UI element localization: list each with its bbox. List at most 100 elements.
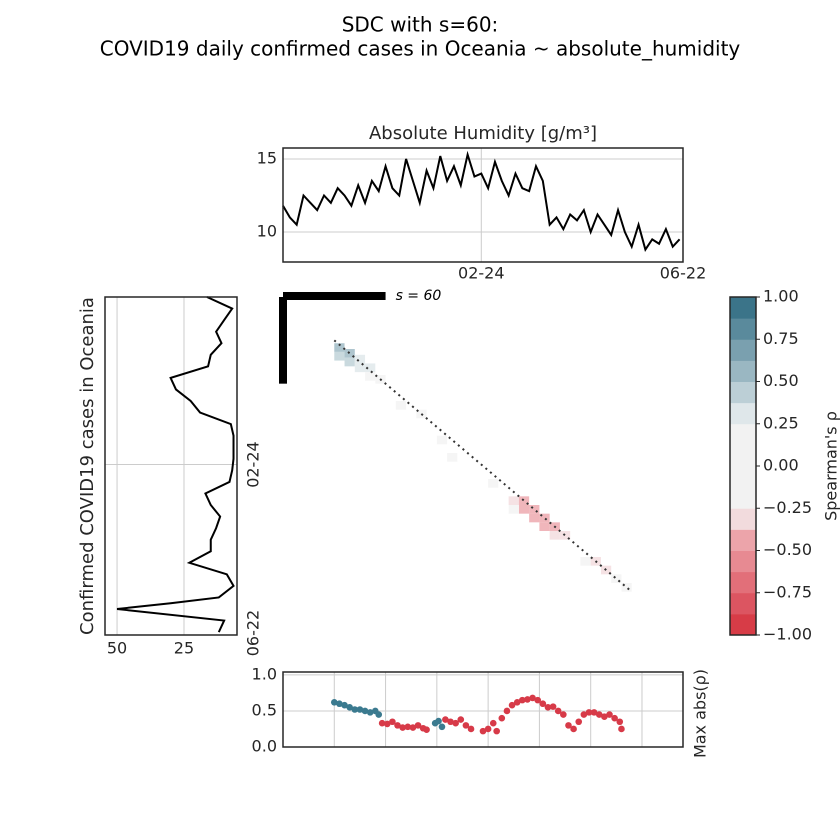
point bbox=[375, 711, 383, 718]
point bbox=[606, 711, 613, 718]
point bbox=[539, 700, 547, 708]
point bbox=[549, 703, 557, 710]
heatmap-cell bbox=[447, 453, 458, 462]
point bbox=[467, 725, 475, 733]
point bbox=[479, 727, 487, 735]
colorbar-bin bbox=[730, 360, 756, 382]
point bbox=[590, 709, 598, 716]
heatmap-cell bbox=[354, 363, 366, 373]
point bbox=[575, 718, 583, 726]
point bbox=[580, 711, 588, 718]
x-tick-label: 50 bbox=[107, 639, 127, 658]
point bbox=[394, 722, 401, 729]
point bbox=[585, 709, 593, 716]
point bbox=[356, 706, 364, 713]
window-label: s = 60 bbox=[396, 288, 442, 304]
point bbox=[330, 698, 338, 706]
heatmap-cell bbox=[344, 349, 355, 358]
point bbox=[534, 696, 542, 704]
point bbox=[435, 717, 442, 725]
heatmap-cell bbox=[621, 583, 632, 592]
heatmap-cell bbox=[529, 505, 540, 514]
colorbar-bin bbox=[730, 466, 756, 488]
axes-frame bbox=[282, 147, 684, 263]
heatmap-cell bbox=[344, 357, 355, 367]
point bbox=[351, 706, 359, 713]
colorbar-tick-label: −1.00 bbox=[763, 625, 812, 644]
colorbar-bin bbox=[730, 571, 756, 594]
point bbox=[544, 704, 552, 711]
point bbox=[616, 718, 624, 726]
heatmap-cell bbox=[334, 351, 345, 361]
x-tick-label: 25 bbox=[174, 639, 194, 658]
window-bar-v bbox=[279, 297, 287, 384]
point bbox=[611, 714, 618, 722]
colorbar-bin bbox=[730, 318, 756, 340]
x-tick-label: 06-22 bbox=[660, 264, 707, 283]
point bbox=[336, 700, 343, 708]
colorbar-tick-label: 0.50 bbox=[763, 371, 799, 390]
colorbar-bin bbox=[730, 339, 756, 361]
colorbar-bin bbox=[730, 423, 756, 446]
point bbox=[618, 725, 625, 733]
point bbox=[366, 709, 374, 716]
point bbox=[361, 707, 369, 715]
heatmap-cell bbox=[334, 343, 345, 352]
point bbox=[383, 720, 391, 728]
heatmap-cell bbox=[436, 435, 448, 445]
y-tick-label: 15 bbox=[257, 148, 277, 167]
colorbar-bin bbox=[730, 444, 756, 467]
title-line: SDC with s=60: bbox=[342, 13, 499, 37]
colorbar-tick-label: 0.75 bbox=[763, 329, 799, 348]
point bbox=[508, 701, 516, 709]
y-axis-label: Confirmed COVID19 cases in Oceania bbox=[77, 297, 98, 635]
colorbar-bin bbox=[730, 550, 756, 573]
panel-title: Absolute Humidity [g/m³] bbox=[369, 123, 597, 144]
point bbox=[529, 694, 536, 702]
y-tick-label: 0.0 bbox=[252, 737, 277, 756]
heatmap-cell bbox=[611, 574, 622, 583]
point bbox=[423, 726, 430, 733]
point bbox=[503, 707, 511, 715]
colorbar-tick-label: −0.50 bbox=[763, 540, 812, 559]
heatmap-cell bbox=[365, 363, 376, 373]
heatmap-cell bbox=[354, 354, 366, 364]
colorbar-tick-label: −0.75 bbox=[763, 582, 812, 601]
y-tick-label: 0.5 bbox=[252, 700, 277, 719]
colorbar-tick-label: 0.25 bbox=[763, 413, 799, 432]
colorbar-bin bbox=[730, 402, 756, 425]
point bbox=[341, 701, 348, 709]
point bbox=[565, 722, 572, 729]
humidity-line bbox=[282, 150, 681, 252]
y-tick-label: 06-22 bbox=[244, 610, 263, 657]
heatmap-cell bbox=[508, 505, 519, 514]
x-tick-label: 02-24 bbox=[458, 264, 505, 283]
point bbox=[409, 724, 417, 731]
y-axis-label: Max abs(ρ) bbox=[691, 669, 710, 758]
point bbox=[438, 723, 446, 731]
colorbar-tick-label: −0.25 bbox=[763, 498, 812, 517]
heatmap-cell bbox=[518, 496, 530, 505]
cases-line bbox=[116, 296, 235, 633]
heatmap-cell bbox=[518, 505, 530, 514]
y-tick-label: 1.0 bbox=[252, 664, 277, 683]
point bbox=[484, 725, 492, 733]
heatmap-cell bbox=[539, 522, 550, 531]
point bbox=[404, 723, 412, 731]
point bbox=[389, 718, 396, 726]
colorbar-bin bbox=[730, 613, 756, 636]
point bbox=[346, 704, 353, 711]
point bbox=[378, 719, 386, 727]
colorbar-bin bbox=[730, 297, 756, 319]
title-line: COVID19 daily confirmed cases in Oceania… bbox=[100, 37, 741, 61]
colorbar-bin bbox=[730, 381, 756, 404]
window-bar-h bbox=[283, 292, 386, 300]
point bbox=[513, 698, 521, 706]
colorbar-bin bbox=[730, 487, 756, 509]
diagonal bbox=[333, 339, 633, 593]
point bbox=[498, 714, 506, 722]
point bbox=[489, 719, 497, 727]
y-tick-label: 02-24 bbox=[244, 441, 263, 488]
point bbox=[447, 718, 454, 726]
axes-frame bbox=[282, 671, 684, 748]
